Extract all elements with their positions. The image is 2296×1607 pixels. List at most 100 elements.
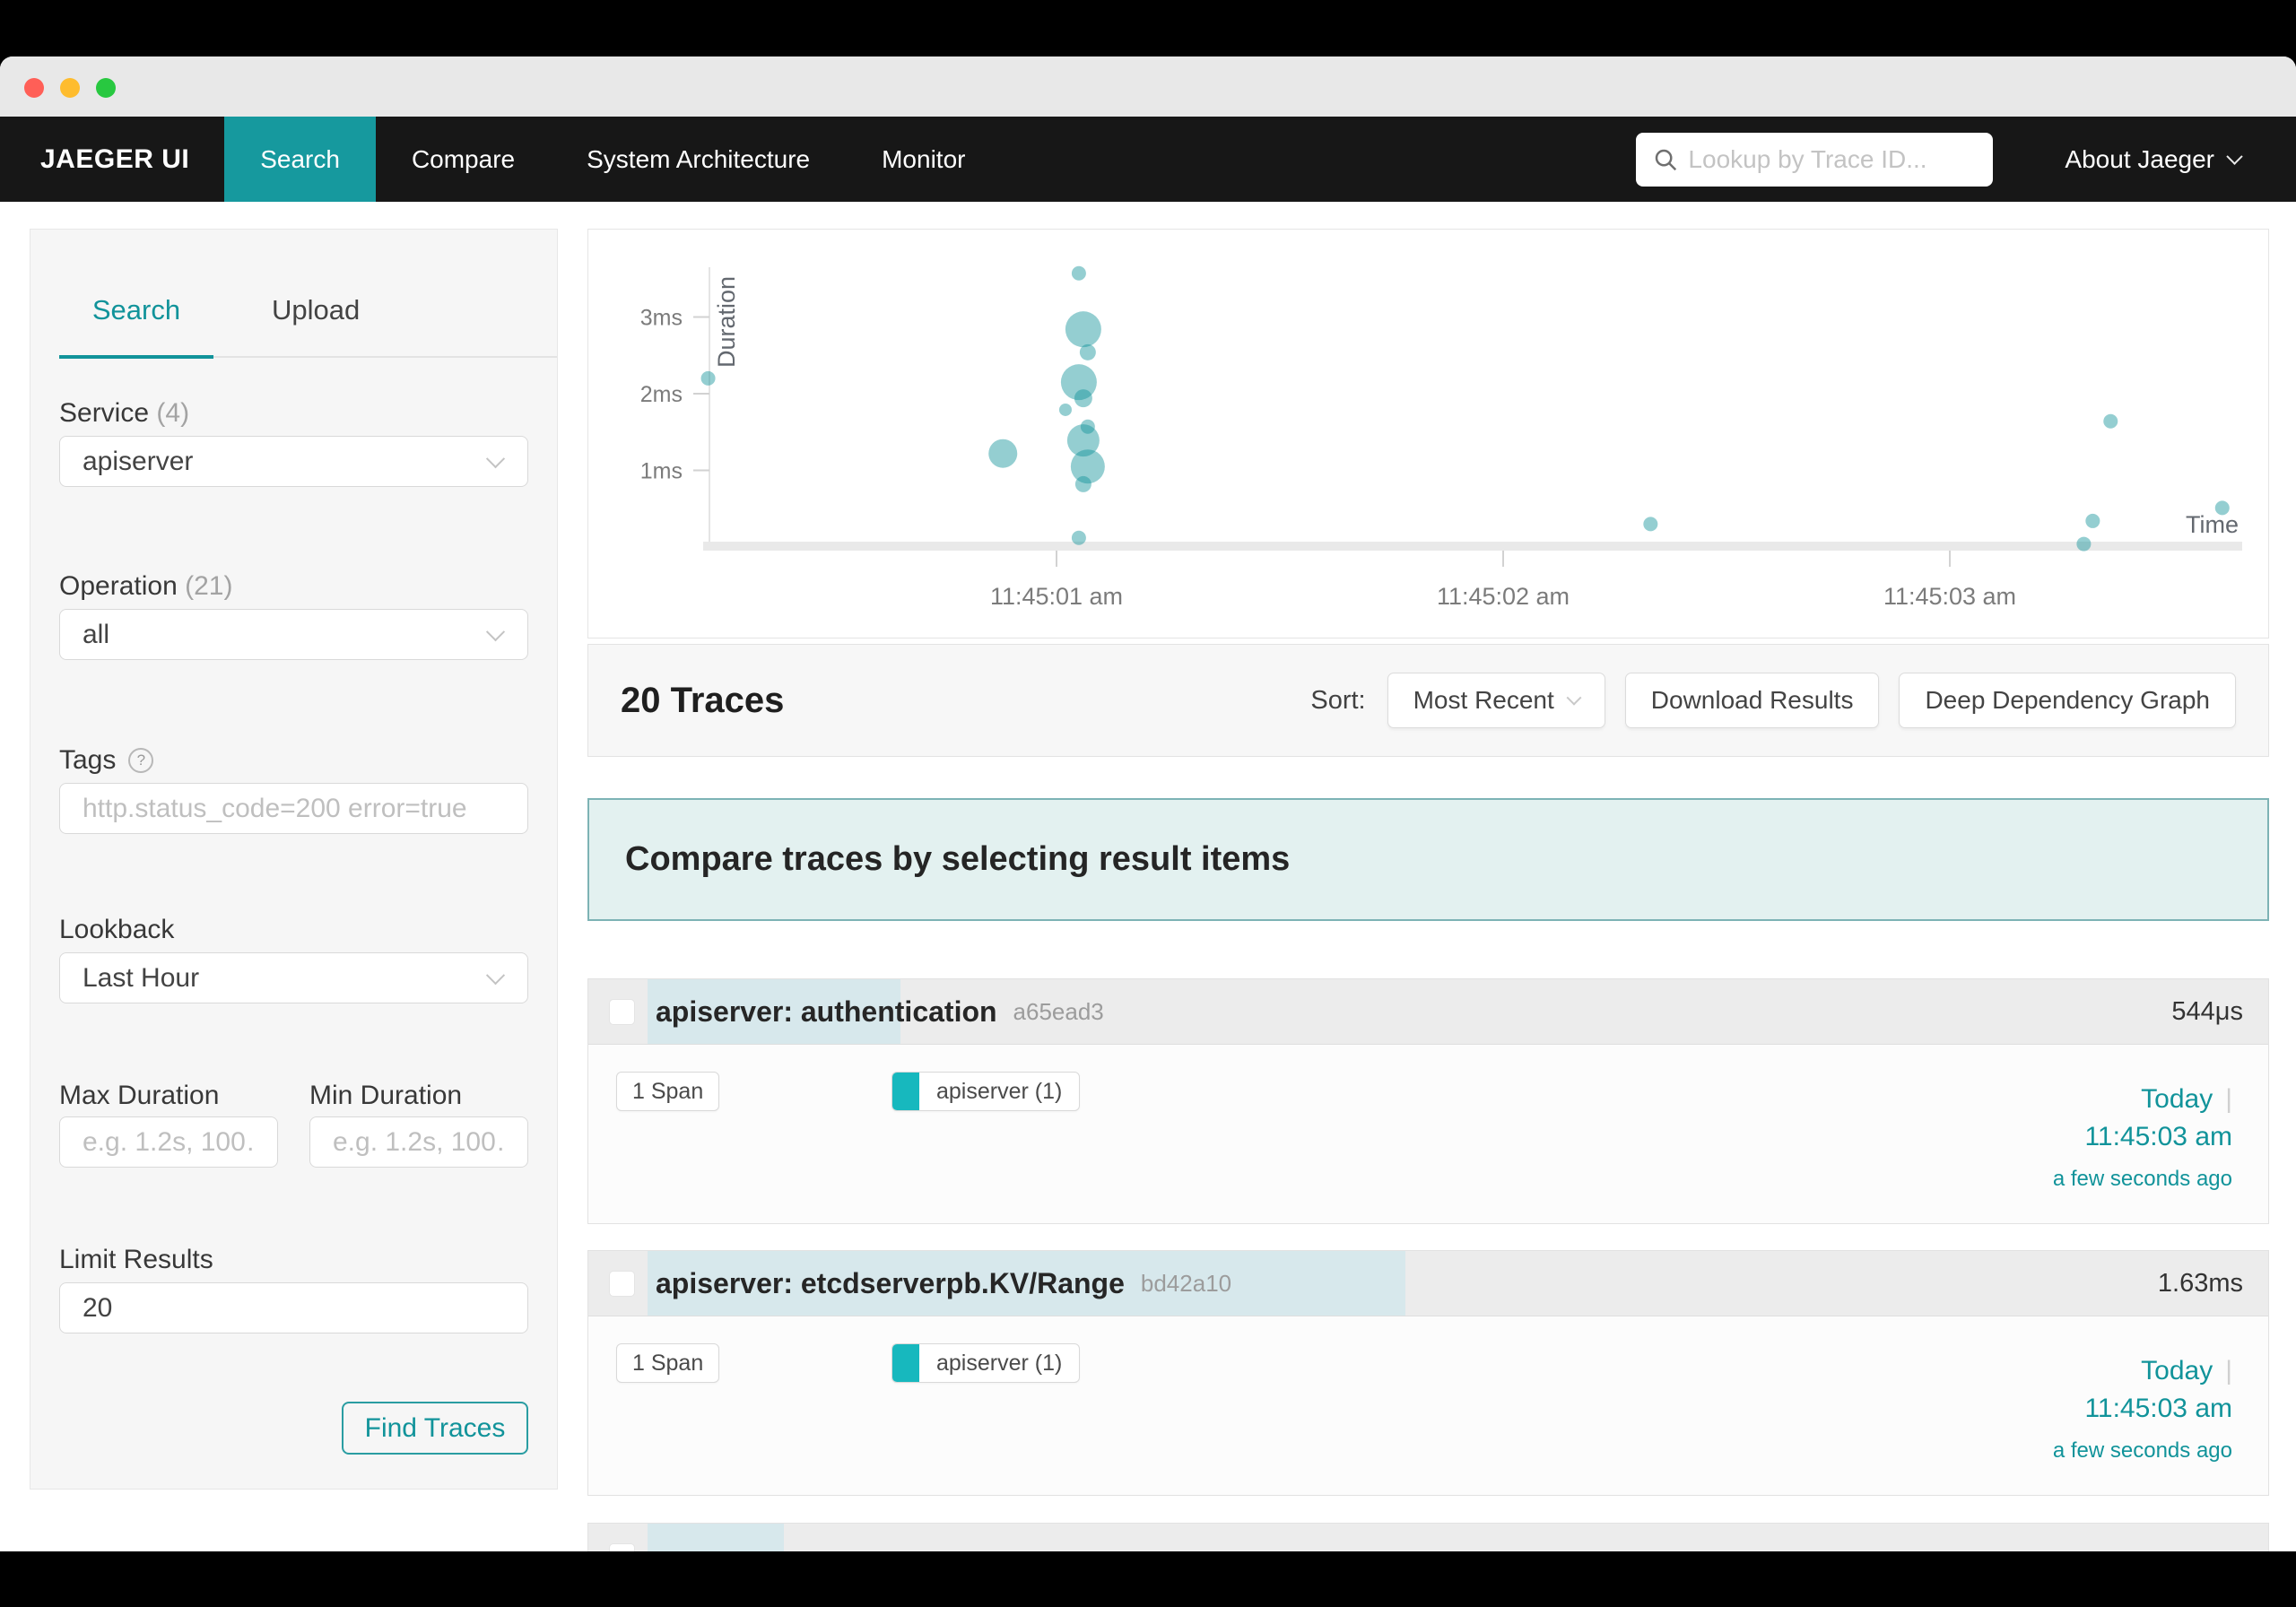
lookback-label: Lookback (59, 915, 175, 944)
trace-result-item[interactable] (587, 1523, 2269, 1551)
scatter-dot[interactable] (1074, 389, 1092, 408)
scatter-dot[interactable] (1070, 449, 1105, 484)
scatter-dot[interactable] (1060, 364, 1097, 401)
scatter-dot[interactable] (988, 439, 1018, 468)
x-tick-label: 11:45:01 am (990, 583, 1123, 610)
trace-header (588, 1524, 2268, 1551)
trace-id-input[interactable] (1688, 132, 1985, 187)
service-select-value: apiserver (83, 446, 194, 476)
download-results-button[interactable]: Download Results (1624, 673, 1880, 728)
trace-duration-bar (648, 1251, 1405, 1316)
min-duration-input[interactable] (333, 1126, 505, 1158)
chevron-down-icon (485, 622, 506, 642)
lookback-select-value: Last Hour (83, 962, 200, 993)
scatter-dot[interactable] (2214, 500, 2230, 516)
results-main: Duration Time 1ms 2ms 3ms 11:45:01 am 11:45:… (587, 202, 2269, 1551)
chevron-down-icon (485, 966, 506, 986)
max-duration-input[interactable] (83, 1126, 255, 1158)
compare-banner-text: Compare traces by selecting result items (625, 840, 1291, 878)
max-duration-field (59, 1116, 278, 1168)
limit-results-input[interactable] (83, 1292, 505, 1324)
service-chip[interactable]: apiserver (1) (891, 1343, 1081, 1383)
scatter-dot[interactable] (1080, 419, 1095, 434)
results-header-bar: 20 Traces Sort: Most Recent Download Res… (587, 644, 2269, 757)
y-tick-label: 3ms (640, 306, 683, 331)
scatter-dot[interactable] (2076, 536, 2092, 552)
trace-id: a65ead3 (1013, 997, 1104, 1025)
trace-title: apiserver: authentication (656, 995, 997, 1028)
y-tick-label: 1ms (640, 459, 683, 484)
x-axis-line (703, 542, 2242, 551)
search-sidebar: Search Upload Service (4) apiserver Oper… (30, 229, 558, 1490)
scatter-dot[interactable] (1643, 517, 1658, 532)
help-icon[interactable]: ? (128, 748, 154, 773)
app-brand[interactable]: JAEGER UI (40, 143, 190, 174)
tags-label: Tags ? (59, 745, 528, 776)
scatter-dot[interactable] (1071, 265, 1086, 281)
service-label: Service (4) (59, 398, 190, 428)
service-chip[interactable]: apiserver (1) (891, 1072, 1081, 1111)
scatter-dot[interactable] (2103, 413, 2118, 429)
span-count-chip[interactable]: 1 Span (616, 1343, 720, 1383)
x-axis-label: Time (2186, 511, 2239, 538)
y-tick-label: 2ms (640, 382, 683, 407)
trace-duration: 544μs (2171, 996, 2243, 1026)
top-nav: JAEGER UI Search Compare System Architec… (0, 117, 2296, 202)
service-chip-label: apiserver (1) (936, 1078, 1063, 1104)
zoom-window-button[interactable] (96, 78, 116, 98)
nav-tab-monitor[interactable]: Monitor (882, 144, 966, 173)
about-jaeger-label: About Jaeger (2065, 144, 2214, 173)
trace-id-search[interactable] (1636, 132, 1994, 187)
span-count-chip[interactable]: 1 Span (616, 1072, 720, 1111)
scatter-dot[interactable] (1079, 343, 1096, 360)
chevron-down-icon (1566, 690, 1582, 706)
scatter-dot[interactable] (1074, 475, 1091, 492)
window-titlebar (0, 56, 2296, 117)
about-jaeger-menu[interactable]: About Jaeger (2065, 144, 2243, 174)
y-axis-label: Duration (713, 276, 740, 368)
trace-checkbox[interactable] (609, 1543, 635, 1551)
scatter-dot[interactable] (1065, 311, 1101, 348)
find-traces-button[interactable]: Find Traces (342, 1402, 528, 1455)
trace-header: apiserver: authentication a65ead3 544μs (588, 979, 2268, 1045)
duration-scatter-plot[interactable]: Duration Time 1ms 2ms 3ms 11:45:01 am 11:45:… (587, 229, 2269, 638)
deep-dependency-graph-button[interactable]: Deep Dependency Graph (1899, 673, 2236, 728)
nav-tab-system-architecture[interactable]: System Architecture (587, 144, 811, 173)
chevron-down-icon (485, 449, 506, 469)
trace-checkbox[interactable] (609, 999, 635, 1025)
trace-result-item[interactable]: apiserver: etcdserverpb.KV/Range bd42a10… (587, 1250, 2269, 1496)
min-duration-label: Min Duration (309, 1081, 463, 1110)
lookback-select[interactable]: Last Hour (59, 952, 528, 1003)
trace-header: apiserver: etcdserverpb.KV/Range bd42a10… (588, 1251, 2268, 1316)
scatter-dot[interactable] (2085, 513, 2100, 528)
service-select[interactable]: apiserver (59, 436, 528, 487)
chevron-down-icon (2226, 148, 2243, 165)
service-color-swatch (892, 1344, 919, 1382)
sort-select[interactable]: Most Recent (1387, 673, 1605, 728)
max-duration-label: Max Duration (59, 1081, 220, 1110)
results-actions: Sort: Most Recent Download Results Deep … (1310, 673, 2236, 728)
trace-result-item[interactable]: apiserver: authentication a65ead3 544μs … (587, 978, 2269, 1224)
service-color-swatch (892, 1073, 919, 1110)
scatter-dot[interactable] (1066, 424, 1100, 457)
trace-checkbox[interactable] (609, 1271, 635, 1297)
limit-results-label: Limit Results (59, 1245, 213, 1274)
trace-timestamp: Today | 11:45:03 am a few seconds ago (2052, 1356, 2232, 1463)
nav-tab-compare[interactable]: Compare (411, 144, 516, 173)
scatter-dot[interactable] (700, 370, 716, 386)
minimize-window-button[interactable] (60, 78, 80, 98)
trace-duration-bar (648, 1524, 784, 1551)
nav-right-group: About Jaeger (1636, 132, 2243, 187)
nav-tab-search[interactable]: Search (224, 117, 376, 202)
scatter-dot[interactable] (1071, 530, 1086, 545)
sidebar-tab-search[interactable]: Search (91, 294, 181, 326)
close-window-button[interactable] (24, 78, 44, 98)
operation-select[interactable]: all (59, 609, 528, 660)
trace-duration: 1.63ms (2157, 1268, 2243, 1298)
trace-duration-bar (648, 979, 900, 1044)
tags-input[interactable] (83, 793, 505, 824)
scatter-dot[interactable] (1058, 403, 1072, 416)
sidebar-tab-upload[interactable]: Upload (272, 294, 361, 326)
limit-results-field (59, 1282, 528, 1333)
